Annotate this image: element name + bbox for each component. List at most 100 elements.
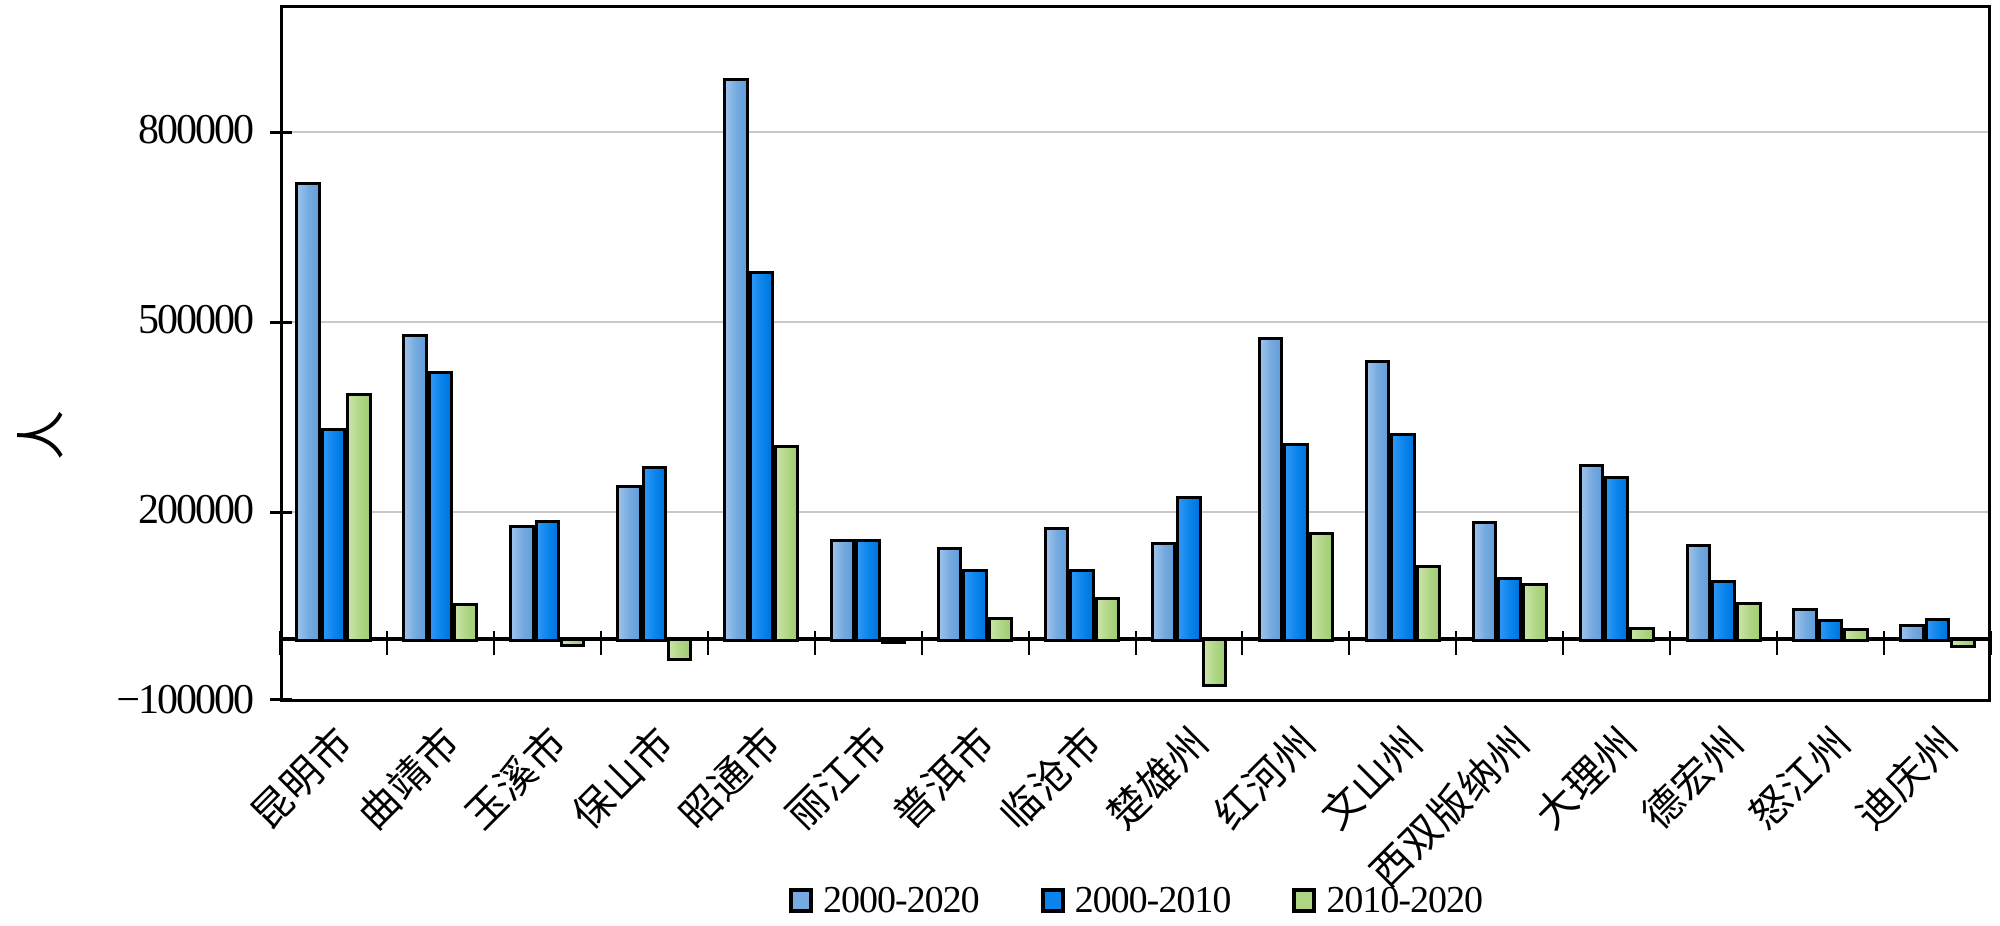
bar-2000-2020-西双版纳州 [1471,520,1498,642]
y-tick-label-500000: 500000 [138,296,254,343]
y-tick-label-200000: 200000 [138,486,254,533]
bar-2000-2020-普洱市 [936,547,963,642]
category-tick [385,630,388,655]
bar-2010-2020-曲靖市 [453,602,479,642]
y-tick-label-800000: 800000 [138,106,254,153]
category-tick [1455,630,1458,655]
bar-2000-2020-曲靖市 [402,334,428,642]
bar-2000-2010-文山州 [1390,433,1416,642]
bar-2010-2020-普洱市 [987,617,1014,642]
x-category-label-曲靖市: 曲靖市 [350,719,470,838]
bar-2000-2020-昭通市 [723,77,749,642]
bar-2010-2020-德宏州 [1736,601,1762,642]
bar-2000-2010-普洱市 [962,568,988,642]
x-category-label-昆明市: 昆明市 [243,719,363,838]
bar-2010-2020-大理州 [1629,627,1655,642]
category-tick [1241,630,1244,655]
legend-label-2000-2020: 2000-2020 [823,879,980,921]
y-axis-tick--100000 [270,698,292,701]
bar-2010-2020-楚雄州 [1201,637,1228,688]
bar-2000-2020-丽江市 [830,539,856,642]
bar-2000-2020-昆明市 [295,182,321,642]
bar-2000-2010-昭通市 [748,271,774,642]
bar-2000-2010-临沧市 [1069,568,1095,642]
category-tick [599,630,602,655]
bar-2000-2020-临沧市 [1043,527,1070,642]
bar-2000-2010-红河州 [1283,443,1309,642]
gridline-500000 [280,320,1991,323]
y-tick-label--100000: −100000 [116,677,254,724]
bar-2000-2010-迪庆州 [1924,617,1951,642]
bar-2000-2010-保山市 [641,466,667,642]
x-category-label-红河州: 红河州 [1206,719,1325,838]
x-category-label-大理州: 大理州 [1526,719,1646,838]
category-tick [1776,630,1779,655]
bar-2010-2020-怒江州 [1843,627,1869,642]
x-category-label-普洱市: 普洱市 [885,719,1004,838]
category-tick [920,630,923,655]
bar-2010-2020-丽江市 [880,637,907,644]
legend-label-2010-2020: 2010-2020 [1326,879,1483,921]
category-tick [706,630,709,655]
plot-area [270,5,1992,702]
legend-swatch-2000-2020 [789,887,814,913]
category-tick [813,630,816,655]
bar-2000-2020-红河州 [1257,337,1284,642]
bar-2000-2020-玉溪市 [509,525,535,642]
x-category-label-丽江市: 丽江市 [778,719,898,838]
bar-2000-2010-德宏州 [1710,580,1737,642]
bar-2010-2020-玉溪市 [560,637,586,647]
bar-2010-2020-西双版纳州 [1522,582,1548,642]
bar-2000-2010-西双版纳州 [1497,576,1523,642]
category-tick [1348,630,1351,655]
y-axis-title: 人 [14,410,70,460]
bar-2000-2020-德宏州 [1685,543,1711,642]
legend-item-2000-2020: 2000-2020 [789,878,980,922]
bar-2010-2020-昭通市 [773,445,800,642]
category-tick [279,630,281,655]
y-axis-tick-800000 [270,130,292,134]
legend-swatch-2010-2020 [1292,887,1317,913]
x-category-label-迪庆州: 迪庆州 [1847,719,1967,838]
bar-2010-2020-保山市 [666,637,693,661]
bar-2010-2020-临沧市 [1094,596,1121,642]
category-tick [1027,630,1030,655]
x-category-label-德宏州: 德宏州 [1633,719,1753,838]
bar-2000-2020-文山州 [1364,359,1391,642]
category-tick [1562,630,1565,655]
x-category-label-昭通市: 昭通市 [671,719,791,838]
category-tick [1669,630,1672,655]
y-axis-tick-500000 [270,320,292,324]
category-tick [1134,630,1137,655]
category-tick [1990,630,1992,655]
bar-2000-2010-大理州 [1604,475,1630,642]
bar-2000-2010-昆明市 [320,427,347,642]
bar-2000-2020-大理州 [1578,464,1604,642]
bar-2000-2020-楚雄州 [1150,541,1177,642]
legend-label-2000-2010: 2000-2010 [1074,879,1232,921]
category-tick [492,630,495,655]
bar-2010-2020-昆明市 [346,393,372,642]
bar-2010-2020-迪庆州 [1950,637,1976,648]
bar-2000-2020-保山市 [616,485,642,642]
x-category-label-楚雄州: 楚雄州 [1099,719,1218,838]
bar-2000-2010-曲靖市 [427,370,454,642]
category-tick [1883,630,1886,655]
bar-2000-2010-怒江州 [1817,618,1844,642]
gridline-800000 [280,130,1991,133]
x-category-label-怒江州: 怒江州 [1740,719,1860,838]
bar-2000-2020-迪庆州 [1899,624,1925,642]
bar-2010-2020-文山州 [1415,565,1441,642]
x-category-label-保山市: 保山市 [564,719,684,838]
bar-2000-2010-楚雄州 [1176,496,1202,642]
x-category-label-玉溪市: 玉溪市 [457,719,577,838]
legend-swatch-2000-2010 [1040,887,1065,913]
bar-2000-2020-怒江州 [1792,608,1818,642]
gridline-200000 [280,510,1991,513]
x-category-label-临沧市: 临沧市 [992,719,1111,838]
bar-2000-2010-玉溪市 [534,520,561,642]
legend-item-2010-2020: 2010-2020 [1292,878,1483,922]
bar-2000-2010-丽江市 [855,538,881,642]
legend: 2000-2020 2000-2010 2010-2020 [280,876,1991,924]
